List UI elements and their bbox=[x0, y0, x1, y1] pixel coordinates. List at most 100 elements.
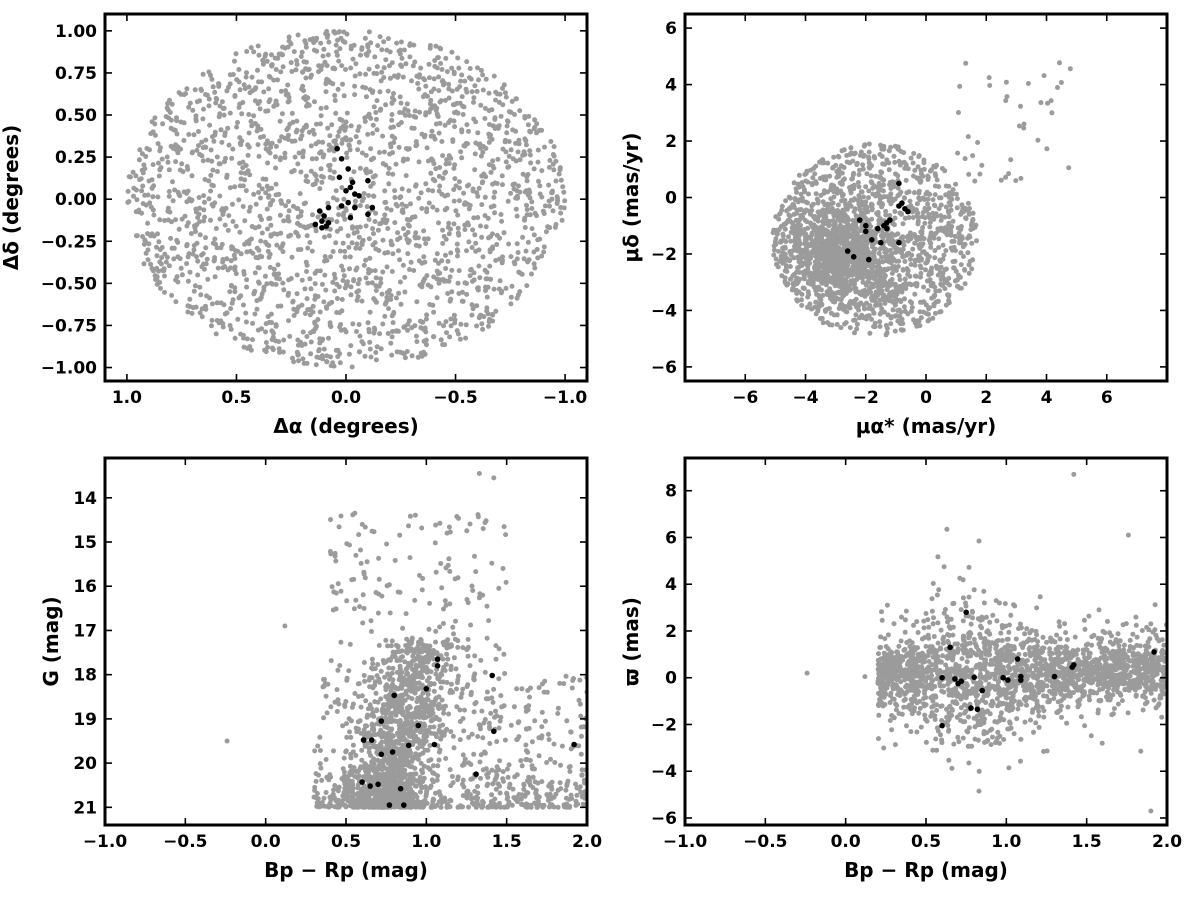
field-point bbox=[228, 326, 234, 332]
field-point bbox=[270, 330, 276, 336]
field-point bbox=[534, 246, 540, 252]
field-point bbox=[397, 94, 403, 100]
field-point bbox=[368, 268, 374, 274]
field-point bbox=[925, 177, 931, 182]
field-point bbox=[872, 259, 878, 265]
field-point bbox=[523, 248, 529, 254]
field-point bbox=[256, 79, 261, 85]
field-point bbox=[327, 323, 333, 328]
field-point bbox=[963, 215, 969, 221]
field-point bbox=[354, 224, 360, 230]
field-point bbox=[896, 273, 902, 279]
field-point bbox=[895, 185, 901, 191]
field-point bbox=[398, 100, 404, 106]
field-point bbox=[803, 178, 809, 184]
field-point bbox=[245, 168, 251, 174]
field-point bbox=[341, 196, 347, 202]
field-point bbox=[846, 268, 852, 273]
field-point bbox=[895, 231, 901, 237]
field-point bbox=[502, 139, 508, 145]
field-point bbox=[331, 29, 337, 35]
field-point bbox=[344, 110, 350, 116]
field-point bbox=[200, 158, 206, 164]
field-point bbox=[496, 646, 502, 652]
field-point bbox=[434, 105, 440, 111]
field-point bbox=[883, 332, 889, 338]
field-point bbox=[232, 184, 238, 190]
field-point bbox=[440, 153, 446, 159]
field-point bbox=[297, 191, 303, 197]
field-point bbox=[448, 250, 454, 256]
field-point bbox=[145, 247, 151, 253]
field-point bbox=[276, 346, 282, 352]
field-point bbox=[409, 125, 415, 131]
field-point bbox=[888, 186, 894, 191]
field-point bbox=[379, 291, 385, 297]
field-point bbox=[915, 218, 921, 224]
field-point bbox=[266, 148, 271, 154]
field-point bbox=[397, 47, 403, 53]
field-point bbox=[251, 49, 257, 55]
field-point bbox=[850, 249, 856, 255]
field-point bbox=[868, 173, 874, 179]
field-point bbox=[365, 42, 371, 48]
field-point bbox=[230, 297, 236, 303]
field-point bbox=[470, 227, 476, 233]
field-point bbox=[831, 233, 837, 239]
member-point bbox=[875, 225, 881, 232]
member-point bbox=[856, 217, 863, 223]
field-point bbox=[166, 115, 172, 121]
field-point bbox=[436, 220, 441, 226]
field-point bbox=[398, 120, 404, 125]
field-point bbox=[273, 143, 279, 149]
field-point bbox=[830, 299, 836, 305]
field-point bbox=[867, 270, 873, 275]
field-point bbox=[897, 284, 903, 289]
field-point bbox=[318, 166, 324, 172]
member-point bbox=[369, 204, 376, 211]
field-point bbox=[201, 106, 206, 112]
field-point bbox=[366, 236, 372, 242]
field-point bbox=[432, 257, 438, 263]
field-point bbox=[477, 313, 483, 319]
field-point bbox=[174, 131, 180, 137]
field-point bbox=[431, 309, 437, 315]
field-point bbox=[516, 137, 522, 143]
field-point bbox=[784, 220, 789, 226]
field-point bbox=[472, 232, 478, 238]
field-point bbox=[550, 208, 556, 214]
field-point bbox=[791, 223, 797, 229]
field-point bbox=[415, 354, 421, 360]
field-point bbox=[907, 198, 913, 204]
field-point bbox=[446, 86, 452, 92]
field-point bbox=[522, 189, 528, 195]
member-series bbox=[312, 145, 376, 231]
field-point bbox=[313, 228, 319, 234]
field-point bbox=[300, 83, 306, 89]
field-point bbox=[848, 203, 854, 209]
field-point bbox=[425, 158, 431, 164]
field-point bbox=[176, 191, 182, 197]
field-point bbox=[534, 121, 540, 127]
field-point bbox=[858, 149, 864, 155]
field-point bbox=[210, 167, 216, 173]
field-point bbox=[419, 131, 425, 137]
field-point bbox=[819, 250, 825, 256]
field-point bbox=[232, 256, 238, 261]
field-point bbox=[197, 284, 203, 290]
field-point bbox=[202, 214, 207, 220]
field-point bbox=[946, 214, 952, 220]
field-point bbox=[524, 174, 530, 180]
field-point bbox=[941, 276, 947, 282]
field-point bbox=[812, 264, 817, 270]
field-point bbox=[310, 212, 315, 218]
field-point bbox=[912, 291, 918, 297]
field-point bbox=[367, 309, 373, 315]
field-point bbox=[242, 218, 248, 224]
field-point bbox=[797, 217, 803, 223]
field-point bbox=[471, 751, 477, 757]
field-point bbox=[460, 686, 466, 692]
field-point bbox=[173, 159, 179, 165]
field-point bbox=[342, 254, 348, 260]
field-point bbox=[869, 294, 875, 299]
